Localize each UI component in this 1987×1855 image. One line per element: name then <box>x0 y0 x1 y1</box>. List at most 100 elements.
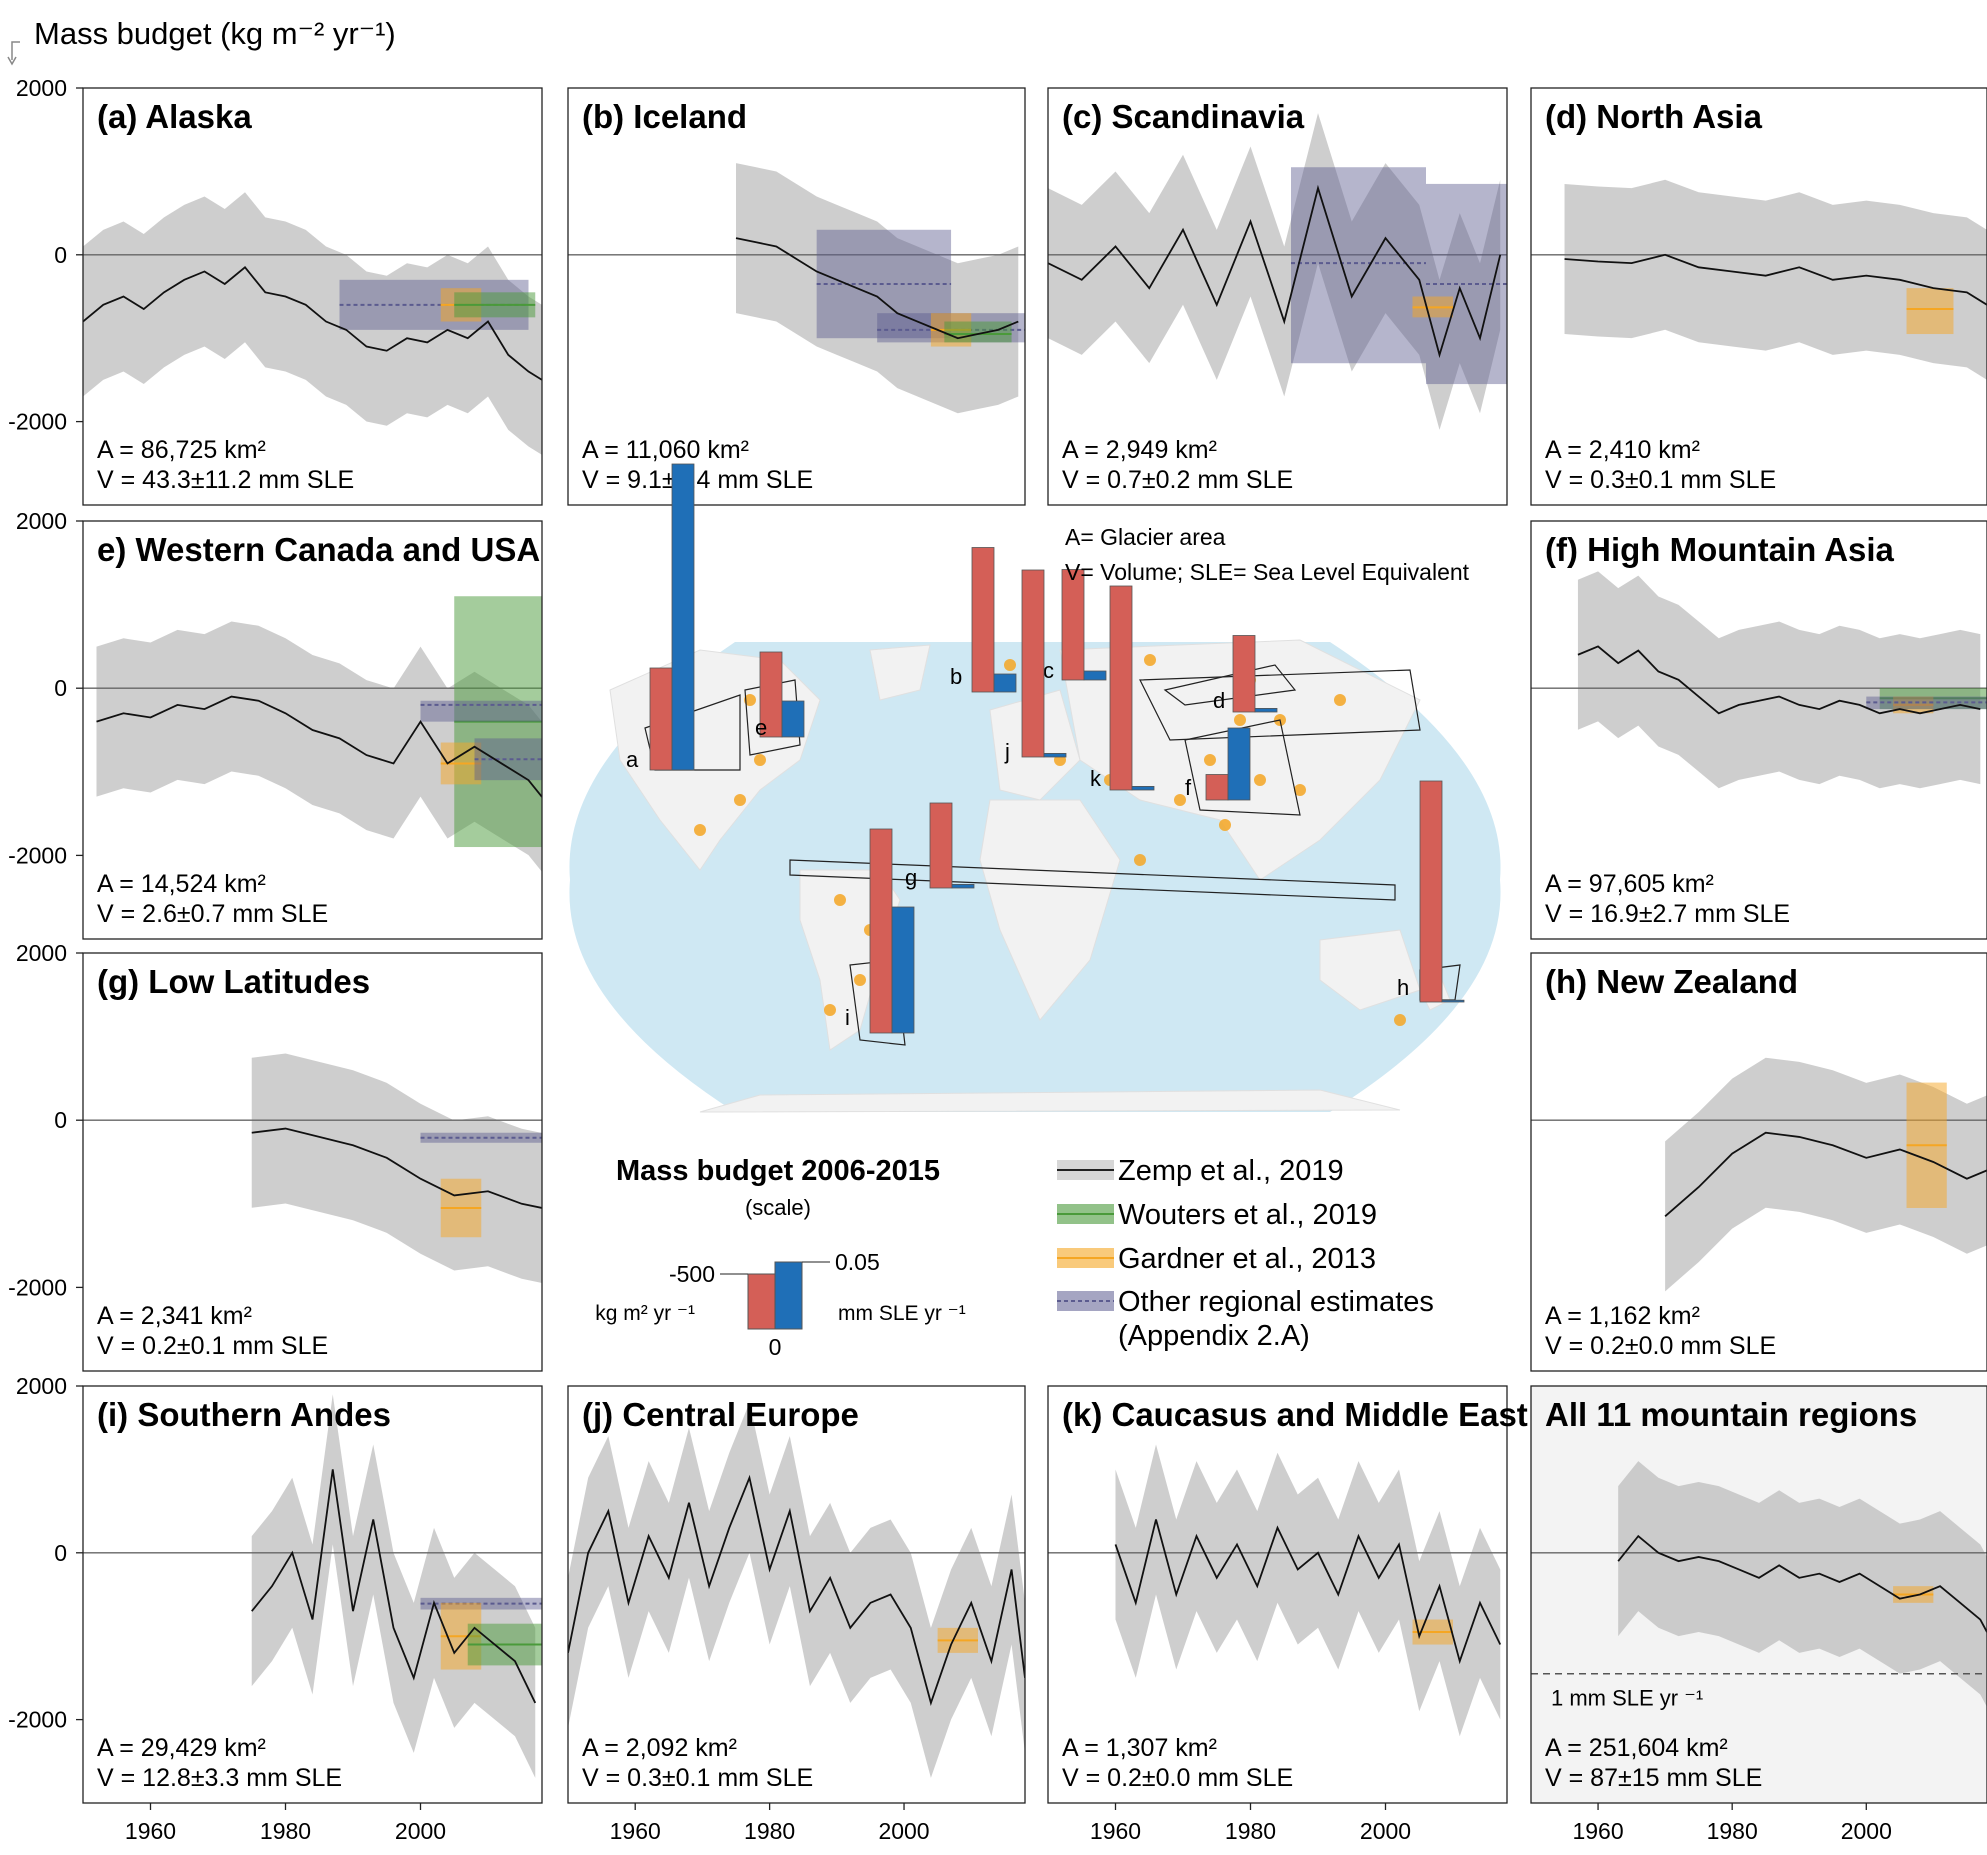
panel-title: (g) Low Latitudes <box>97 963 370 1000</box>
region-bar-kg-i <box>869 828 893 1034</box>
panel-plot-area <box>1048 113 1507 430</box>
uncertainty-band <box>1115 1444 1501 1737</box>
region-bar-kg-j <box>1021 569 1045 758</box>
uncertainty-band <box>83 192 542 455</box>
panel-volume: V = 16.9±2.7 mm SLE <box>1545 900 1790 928</box>
region-bar-kg-f <box>1205 774 1229 801</box>
panel-volume: V = 0.3±0.1 mm SLE <box>582 1764 813 1792</box>
xtick-label: 1960 <box>1572 1818 1623 1844</box>
glacier-cluster <box>1394 1014 1406 1026</box>
glacier-cluster <box>754 754 766 766</box>
ytick-label: 2000 <box>16 940 67 966</box>
scale-title: Mass budget 2006-2015 <box>616 1155 940 1187</box>
sle-reference-label: 1 mm SLE yr ⁻¹ <box>1551 1686 1703 1711</box>
map-note-area: A= Glacier area <box>1065 524 1226 550</box>
region-bar-sle-f <box>1227 727 1251 801</box>
ytick-label: -2000 <box>8 1274 67 1300</box>
scale-bar-sle <box>774 1261 803 1330</box>
panel-11: (k) Caucasus and Middle East A = 1,307 km… <box>1047 1385 1528 1844</box>
panel-frame <box>82 520 543 940</box>
landmass <box>1319 929 1421 1011</box>
glacier-cluster <box>1234 714 1246 726</box>
scale-subtitle: (scale) <box>745 1195 811 1220</box>
glacier-cluster <box>744 694 756 706</box>
region-bar-kg-k <box>1109 585 1133 791</box>
legend-label-gardner: Gardner et al., 2013 <box>1118 1243 1376 1275</box>
scale-right-value: 0.05 <box>835 1249 880 1275</box>
region-label-k: k <box>1090 766 1102 791</box>
legend-label-other-appendix: (Appendix 2.A) <box>1118 1320 1310 1352</box>
mass-budget-line <box>83 266 542 381</box>
panel-volume: V = 9.1±2.4 mm SLE <box>582 466 813 494</box>
panel-area: A = 11,060 km² <box>582 436 749 464</box>
region-bar-sle-j <box>1043 753 1067 758</box>
uncertainty-band <box>96 621 542 872</box>
region-label-i: i <box>845 1005 850 1030</box>
global-ylabel: Mass budget (kg m⁻² yr⁻¹) <box>34 16 396 51</box>
panel-title: (h) New Zealand <box>1545 963 1798 1000</box>
glacier-cluster <box>1204 754 1216 766</box>
panel-area: A = 2,410 km² <box>1545 436 1700 464</box>
panel-volume: V = 12.8±3.3 mm SLE <box>97 1764 342 1792</box>
panel-volume: V = 0.3±0.1 mm SLE <box>1545 466 1776 494</box>
panel-title: All 11 mountain regions <box>1545 1396 1917 1433</box>
region-label-c: c <box>1043 658 1054 683</box>
panel-plot-area <box>83 1394 542 1778</box>
glacier-cluster <box>734 794 746 806</box>
scale-left-unit: kg m² yr ⁻¹ <box>595 1302 695 1325</box>
uncertainty-band <box>251 1394 536 1778</box>
panel-volume: V = 43.3±11.2 mm SLE <box>97 466 354 494</box>
legend-label-wouters: Wouters et al., 2019 <box>1118 1199 1377 1231</box>
mass-budget-line <box>568 1474 1025 1706</box>
panel-volume: V = 0.2±0.0 mm SLE <box>1545 1332 1776 1360</box>
source-legend: Zemp et al., 2019 Wouters et al., 2019 Gar… <box>1057 1155 1434 1352</box>
panel-frame <box>567 87 1026 506</box>
panel-frame <box>82 87 543 506</box>
xtick-label: 1960 <box>1090 1818 1141 1844</box>
region-bar-kg-g <box>929 802 953 889</box>
panel-title: (a) Alaska <box>97 98 252 135</box>
figure-header: Mass budget (kg m⁻² yr⁻¹) <box>7 16 396 66</box>
legend-label-zemp: Zemp et al., 2019 <box>1118 1155 1344 1187</box>
panel-frame <box>1047 1385 1508 1804</box>
panel-volume: V = 87±15 mm SLE <box>1545 1764 1762 1792</box>
region-bar-sle-d <box>1254 708 1278 713</box>
glacier-cluster <box>834 894 846 906</box>
region-bar-sle-a <box>671 463 695 771</box>
ylabel-arrow-icon <box>11 41 20 60</box>
region-bar-kg-h <box>1419 780 1443 1003</box>
region-bar-sle-c <box>1083 670 1107 681</box>
region-bar-sle-g <box>951 884 975 889</box>
ytick-label: -2000 <box>8 842 67 868</box>
glacier-cluster <box>694 824 706 836</box>
region-outline <box>1184 719 1301 816</box>
panel-title: (k) Caucasus and Middle East <box>1062 1396 1528 1433</box>
mass-budget-line <box>1114 1519 1502 1665</box>
legend-label-other: Other regional estimates <box>1118 1286 1434 1318</box>
panel-frame <box>567 1385 1026 1804</box>
xtick-label: 1980 <box>1707 1818 1758 1844</box>
region-label-d: d <box>1213 688 1225 713</box>
panel-area: A = 97,605 km² <box>1545 870 1714 898</box>
glacier-cluster <box>1004 659 1016 671</box>
region-bar-kg-c <box>1061 569 1085 681</box>
panel-area: A = 2,949 km² <box>1062 436 1217 464</box>
region-label-h: h <box>1397 975 1409 1000</box>
glacier-cluster <box>824 1004 836 1016</box>
scale-legend: Mass budget 2006-2015 (scale) -500 0.05 kg m… <box>595 1155 966 1360</box>
region-bar-sle-e <box>781 700 805 738</box>
region-label-e: e <box>755 715 767 740</box>
region-bar-sle-i <box>891 906 915 1034</box>
mass-budget-line <box>1048 184 1502 359</box>
estimate-box-other <box>1426 183 1507 385</box>
panel-plot-area <box>83 1053 542 1283</box>
xtick-label: 2000 <box>1841 1818 1892 1844</box>
region-bar-sle-h <box>1441 999 1465 1003</box>
